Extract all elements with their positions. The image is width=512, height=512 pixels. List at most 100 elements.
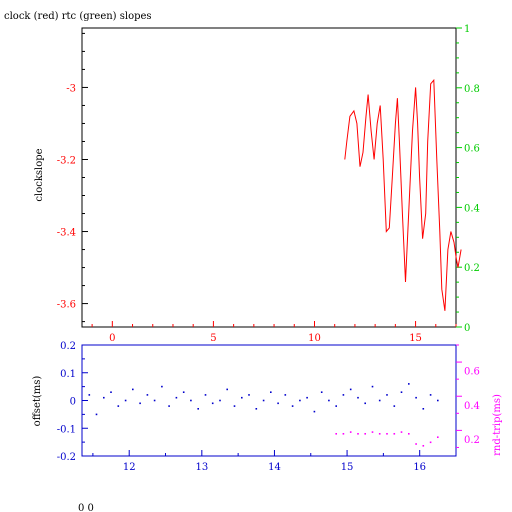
offset-point xyxy=(95,413,98,416)
top-series-group xyxy=(344,78,462,311)
bottom-y2-axis: 0.6 0.4 0.2 xyxy=(456,344,480,448)
bottom-plot-frame xyxy=(81,344,457,457)
offset-point xyxy=(110,391,112,393)
round-trip-point xyxy=(437,436,439,438)
clock-slope-line xyxy=(344,78,462,311)
offset-point xyxy=(277,402,279,405)
offset-point xyxy=(248,394,250,396)
offset-point xyxy=(320,391,323,393)
offset-point xyxy=(335,405,337,407)
offset-point xyxy=(241,396,243,399)
offset-point xyxy=(386,394,388,396)
offset-point xyxy=(408,383,410,385)
offset-point xyxy=(400,391,403,393)
top-x-tick-label: 10 xyxy=(308,333,321,344)
top-y2-axis: 0 0.2 0.4 0.6 0.8 1 xyxy=(456,24,480,334)
top-y-label: clockslope xyxy=(34,148,45,201)
round-trip-point xyxy=(378,433,381,435)
round-trip-point xyxy=(357,433,359,435)
bottom-x-tick-label: 13 xyxy=(195,462,208,473)
offset-point xyxy=(429,394,432,396)
top-y2-tick-label: 1 xyxy=(464,24,470,35)
bottom-y-axis: 0.2 0.1 0 -0.1 -0.2 xyxy=(57,341,88,463)
bottom-series-group xyxy=(88,383,439,447)
offset-point xyxy=(153,399,156,402)
offset-point xyxy=(226,388,228,391)
footer-text: 0 0 xyxy=(78,503,94,512)
round-trip-point xyxy=(364,433,366,435)
round-trip-point xyxy=(422,445,425,447)
offset-point xyxy=(349,388,352,391)
bottom-x-tick-label: 15 xyxy=(341,462,354,473)
offset-point xyxy=(175,396,178,399)
offset-point xyxy=(306,396,308,399)
top-y-tick-label: -3.2 xyxy=(57,155,76,166)
round-trip-point xyxy=(371,431,374,433)
offset-point xyxy=(139,402,141,405)
round-trip-point xyxy=(400,431,403,433)
offset-point xyxy=(415,396,417,399)
bottom-y2-label: rnd-trip(ms) xyxy=(492,394,503,456)
top-x-tick-label: 15 xyxy=(409,333,422,344)
offset-point xyxy=(88,394,91,396)
offset-point xyxy=(182,391,185,393)
offset-point xyxy=(168,405,170,407)
bottom-x-tick-label: 12 xyxy=(123,462,136,473)
top-y2-tick-label: 0.4 xyxy=(464,203,480,214)
offset-point xyxy=(204,394,207,396)
bottom-y2-tick-label: 0.6 xyxy=(464,367,480,378)
offset-point xyxy=(197,408,199,410)
bottom-y-tick-label: 0.1 xyxy=(60,369,76,380)
offset-point xyxy=(219,399,221,402)
offset-point xyxy=(378,399,381,402)
offset-point xyxy=(103,396,105,399)
offset-point xyxy=(364,402,366,405)
top-y-tick-label: -3.6 xyxy=(57,300,76,311)
top-y2-tick-label: 0.2 xyxy=(464,263,480,274)
offset-point xyxy=(437,399,439,402)
bottom-y-tick-label: 0 xyxy=(70,397,76,408)
top-y-tick-label: -3 xyxy=(66,83,76,94)
bottom-x-tick-label: 16 xyxy=(413,462,426,473)
bottom-y-tick-label: -0.1 xyxy=(57,424,76,435)
bottom-x-tick-label: 14 xyxy=(268,462,281,473)
offset-point xyxy=(313,410,316,413)
offset-point xyxy=(124,399,127,402)
offset-point xyxy=(342,394,345,396)
top-x-tick-label: 0 xyxy=(109,333,115,344)
offset-point xyxy=(270,391,272,393)
top-y2-tick-label: 0 xyxy=(464,323,470,334)
bottom-y-label: offset(ms) xyxy=(32,376,43,427)
offset-point xyxy=(161,385,163,388)
top-x-tick-label: 5 xyxy=(210,333,216,344)
top-plot-frame xyxy=(81,27,457,328)
top-y-axis: -3 -3.2 -3.4 -3.6 xyxy=(57,32,88,323)
round-trip-point xyxy=(393,433,396,435)
round-trip-point xyxy=(408,433,410,435)
offset-point xyxy=(233,405,236,407)
offset-point xyxy=(190,399,192,402)
offset-point xyxy=(393,405,396,407)
bottom-x-axis: 12 13 14 15 16 xyxy=(92,450,457,473)
round-trip-point xyxy=(415,443,417,445)
offset-point xyxy=(255,408,258,410)
bottom-y2-tick-label: 0.4 xyxy=(464,401,480,412)
round-trip-point xyxy=(349,431,352,433)
bottom-y2-tick-label: 0.2 xyxy=(464,435,480,446)
top-y2-tick-label: 0.6 xyxy=(464,144,480,155)
offset-point xyxy=(422,408,425,410)
top-y2-tick-label: 0.8 xyxy=(464,84,480,95)
top-y-tick-label: -3.4 xyxy=(57,228,76,239)
offset-point xyxy=(146,394,149,396)
offset-point xyxy=(371,385,374,388)
offset-point xyxy=(262,399,265,402)
offset-point xyxy=(211,402,214,405)
offset-point xyxy=(132,388,134,391)
offset-point xyxy=(117,405,120,407)
top-chart-title: clock (red) rtc (green) slopes xyxy=(4,11,152,22)
round-trip-point xyxy=(342,433,345,435)
round-trip-point xyxy=(335,433,337,435)
offset-point xyxy=(284,394,287,396)
round-trip-point xyxy=(429,441,432,444)
